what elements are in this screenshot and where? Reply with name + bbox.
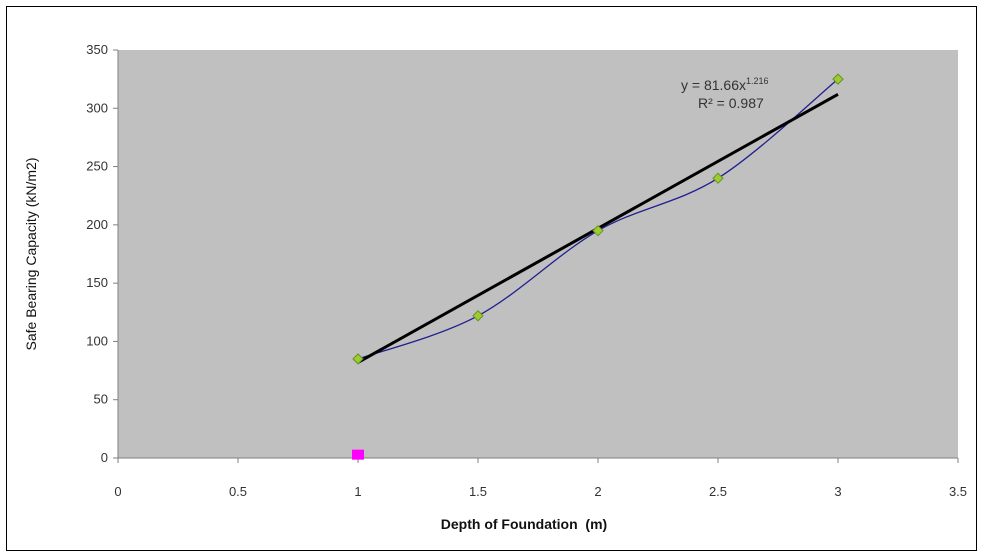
x-tick-label: 3.5 bbox=[949, 484, 967, 499]
data-point bbox=[592, 224, 604, 237]
x-tick-label: 0 bbox=[114, 484, 121, 499]
x-tick-label: 3 bbox=[834, 484, 841, 499]
y-tick-label: 100 bbox=[86, 333, 108, 348]
magenta-point bbox=[352, 449, 364, 460]
y-tick-label: 300 bbox=[86, 100, 108, 115]
y-tick-label: 350 bbox=[86, 42, 108, 57]
data-point bbox=[712, 172, 724, 184]
trend-r-squared: R² = 0.987 bbox=[698, 95, 764, 111]
data-point bbox=[472, 310, 484, 322]
y-tick-label: 150 bbox=[86, 275, 108, 290]
x-tick-label: 2 bbox=[594, 484, 601, 499]
y-tick-label: 250 bbox=[86, 159, 108, 174]
data-point bbox=[832, 73, 844, 85]
x-tick-label: 2.5 bbox=[709, 484, 727, 499]
x-tick-label: 0.5 bbox=[229, 484, 247, 499]
trend-equation-base: y = 81.66x bbox=[681, 77, 746, 93]
x-tick-label: 1 bbox=[354, 484, 361, 499]
x-tick-label: 1.5 bbox=[469, 484, 487, 499]
y-axis-title: Safe Bearing Capacity (kN/m2) bbox=[23, 158, 39, 351]
y-ticks: 0 50 100 150 200 250 300 350 bbox=[86, 42, 118, 465]
trend-equation-exponent: 1.216 bbox=[746, 76, 769, 86]
y-tick-label: 0 bbox=[101, 450, 108, 465]
y-tick-label: 200 bbox=[86, 217, 108, 232]
data-point bbox=[352, 353, 364, 365]
x-axis-title: Depth of Foundation (m) bbox=[441, 516, 607, 532]
plot-area bbox=[118, 50, 958, 458]
series-layer bbox=[352, 73, 844, 460]
trend-equation: y = 81.66x1.216 bbox=[681, 76, 769, 93]
y-tick-label: 50 bbox=[94, 392, 108, 407]
x-ticks: 0 0.5 1 1.5 2 2.5 3 3.5 bbox=[114, 458, 967, 499]
